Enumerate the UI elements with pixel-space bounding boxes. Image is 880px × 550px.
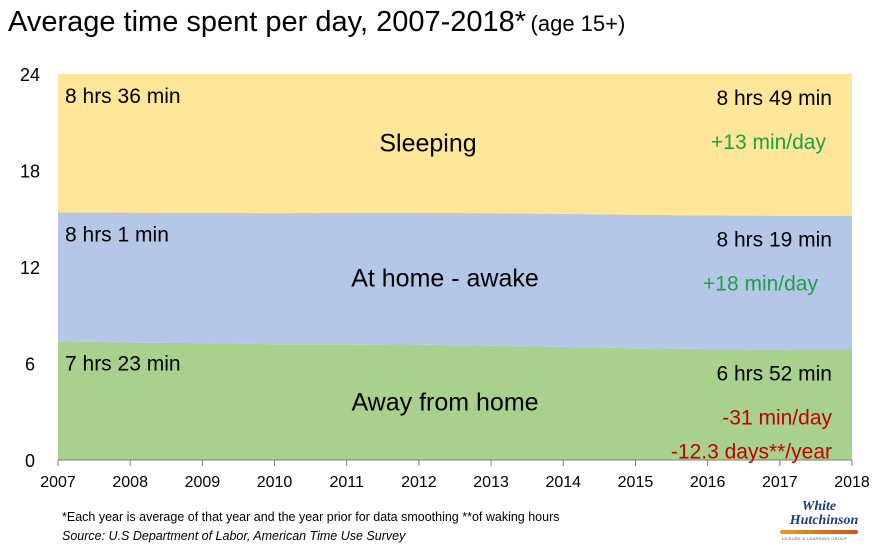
y-tick-label: 6 [25, 355, 35, 375]
y-tick-label: 0 [25, 451, 35, 471]
x-tick-label: 2012 [401, 474, 437, 491]
series-name-label: Away from home [351, 388, 538, 416]
x-tick-label: 2018 [834, 474, 870, 491]
x-tick-label: 2015 [618, 474, 654, 491]
chart-title-main: Average time spent per day, 2007-2018* [8, 6, 527, 38]
x-tick-label: 2017 [762, 474, 798, 491]
series-start-label: 8 hrs 36 min [65, 85, 181, 108]
series-labels-group: 7 hrs 23 min 6 hrs 52 min Away from home -3… [65, 85, 832, 464]
x-tick-label: 2007 [40, 474, 76, 491]
y-tick-label: 18 [20, 162, 40, 182]
x-tick-label: 2013 [473, 474, 509, 491]
y-tick-label: 24 [20, 65, 40, 85]
series-change-label: +13 min/day [711, 131, 826, 154]
logo-swoosh-icon [780, 530, 858, 534]
footnote: *Each year is average of that year and t… [62, 510, 560, 524]
series-end-label: 6 hrs 52 min [716, 363, 832, 386]
series-start-label: 8 hrs 1 min [65, 223, 169, 246]
series-name-label: Sleeping [379, 129, 476, 157]
source-note: Source: U.S Department of Labor, America… [62, 529, 406, 543]
logo-tagline: LEISURE & LEARNING GROUP [782, 536, 848, 541]
area-away-from-home [58, 341, 852, 460]
area-series-group [58, 74, 852, 460]
series-change-label: -12.3 days**/year [671, 441, 832, 464]
white-hutchinson-logo: White Hutchinson LEISURE & LEARNING GROU… [778, 500, 860, 546]
x-tick-label: 2016 [690, 474, 726, 491]
logo-line2: Hutchinson [789, 513, 859, 528]
y-tick-label: 12 [20, 258, 40, 278]
series-change-label: +18 min/day [703, 273, 818, 296]
x-tick-label: 2011 [330, 474, 365, 491]
series-start-label: 7 hrs 23 min [65, 352, 181, 375]
series-end-label: 8 hrs 49 min [716, 87, 832, 110]
stacked-area-chart: 2007 2008 2009 2010 2011 2012 2013 2014 2015 2016… [20, 65, 870, 491]
axes-group: 2007 2008 2009 2010 2011 2012 2013 2014 2015 2016… [20, 65, 870, 491]
x-tick-label: 2008 [112, 474, 148, 491]
x-tick-label: 2010 [257, 474, 293, 491]
area-at-home-awake [58, 212, 852, 350]
x-tick-label: 2009 [185, 474, 221, 491]
series-name-label: At home - awake [351, 265, 539, 293]
chart-title-sub: (age 15+) [530, 11, 626, 36]
logo-line1: White [801, 499, 837, 514]
x-tick-label: 2014 [545, 474, 581, 491]
series-change-label: -31 min/day [722, 407, 832, 430]
chart-title: Average time spent per day, 2007-2018* (… [8, 6, 625, 39]
area-sleeping [58, 74, 852, 216]
series-end-label: 8 hrs 19 min [716, 229, 832, 252]
